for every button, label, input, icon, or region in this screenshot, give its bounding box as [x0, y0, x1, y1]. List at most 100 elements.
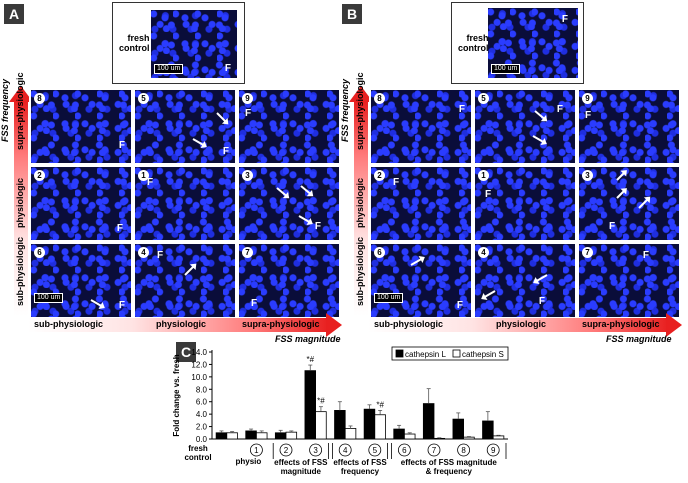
condition-number-badge: 9: [582, 93, 593, 104]
bar-cathepsin-L: [452, 418, 465, 440]
bar-cathepsin-L: [334, 410, 346, 440]
f-label: F: [147, 177, 154, 188]
x-axis-gradient-a: [28, 318, 328, 332]
bar-cathepsin-S: [492, 435, 505, 440]
bar-cathepsin-L: [422, 403, 435, 440]
category-circle: [457, 443, 471, 457]
bar-cathepsin-S: [433, 437, 446, 440]
micrograph-grid-b: 8 F 5 F 9 F 2 F 1 F 3 F 6 F 100 um 4 F 7 F: [369, 88, 679, 318]
condition-number-badge: 2: [374, 170, 385, 181]
f-label: F: [116, 223, 123, 234]
legend-swatch: [452, 349, 461, 358]
f-label: F: [642, 250, 649, 261]
scale-bar: 100 um: [154, 64, 184, 74]
fresh-control-image: F 100 um: [151, 10, 237, 78]
category-circle: [250, 443, 263, 457]
legend-box: [391, 346, 509, 361]
bar-cathepsin-S: [226, 432, 238, 440]
group-label: physio: [236, 457, 262, 466]
x-tick-sub: sub-physiologic: [374, 319, 444, 329]
f-label: F: [458, 104, 465, 115]
condition-number-badge: 7: [242, 247, 253, 258]
bar-chart: 0.0 2.0 4.0 6.0 8.0 10.0 12.0 14.0 Fold change v…: [172, 346, 509, 476]
fresh-control-box-a: fresh control F 100 um: [112, 2, 245, 84]
category-circle: [397, 443, 411, 457]
bar-cathepsin-S: [285, 431, 298, 440]
legend-swatch: [395, 349, 404, 358]
bar-cathepsin-S: [463, 436, 475, 440]
y-tick-supra: supra-physiologic: [15, 72, 25, 150]
y-tick-physio: physiologic: [355, 177, 365, 228]
f-label: F: [556, 104, 563, 115]
arrow-icon: [298, 215, 312, 224]
arrow-icon: [532, 135, 546, 144]
x-axis-title: FSS magnitude: [606, 334, 672, 344]
group-label: control: [184, 453, 211, 462]
y-tick-label: 4.0: [196, 410, 208, 419]
category-circle: [309, 443, 323, 457]
x-tick-sub: sub-physiologic: [34, 319, 104, 329]
category-label: 7: [432, 446, 437, 455]
f-label: F: [609, 221, 616, 232]
y-axis-gradient-b: [354, 102, 368, 316]
panel-letter-a: A: [4, 4, 24, 24]
arrow-icon: [90, 299, 104, 308]
bar-cathepsin-L: [245, 430, 257, 440]
y-axis-label: Fold change vs. fresh: [172, 354, 181, 436]
bar-cathepsin-S: [315, 411, 327, 440]
condition-number-badge: 5: [478, 93, 489, 104]
category-label: 5: [373, 446, 378, 455]
f-label: F: [393, 177, 400, 188]
y-axis-gradient-a: [14, 102, 28, 316]
arrow-icon: [534, 110, 547, 121]
category-label: 9: [491, 446, 496, 455]
x-axis-arrowhead-b: [666, 313, 682, 337]
bar-cathepsin-L: [393, 428, 405, 440]
f-label: F: [538, 296, 545, 307]
legend-label: cathepsin L: [405, 350, 446, 359]
f-label: F: [561, 14, 568, 25]
f-label: F: [456, 300, 463, 311]
y-tick-supra: supra-physiologic: [355, 72, 365, 150]
y-tick-label: 14.0: [191, 348, 207, 357]
fresh-control-image: F 100 um: [488, 8, 578, 78]
f-label: F: [118, 300, 125, 311]
panel-letter-c: C: [176, 342, 196, 362]
condition-number-badge: 8: [374, 93, 385, 104]
f-label: F: [485, 189, 492, 200]
arrow-icon: [616, 170, 627, 181]
y-tick-label: 12.0: [191, 360, 207, 369]
bar-cathepsin-S: [344, 428, 357, 440]
bar-cathepsin-S: [403, 433, 416, 440]
group-label: fresh: [188, 444, 208, 453]
category-circle: [427, 443, 441, 457]
f-label: F: [224, 63, 231, 74]
bar-cathepsin-L: [274, 432, 287, 440]
x-axis-arrowhead-a: [326, 313, 342, 337]
arrow-icon: [410, 257, 424, 266]
category-circle: [486, 443, 500, 457]
category-label: 1: [254, 446, 259, 455]
bar-cathepsin-L: [215, 432, 228, 440]
micrograph-grid-a: 8 F 5 F 9 F 2 F 1 F 3 F 6 F 100 um 4 F 7 F: [29, 88, 339, 318]
f-label: F: [222, 146, 229, 157]
scale-bar: 100 um: [491, 64, 521, 74]
arrow-icon: [276, 187, 289, 198]
y-axis-arrowhead-b: [349, 86, 373, 102]
y-tick-label: 2.0: [196, 423, 208, 432]
condition-number-badge: 7: [582, 247, 593, 258]
x-tick-supra: supra-physiologic: [242, 319, 320, 329]
bar-cathepsin-L: [363, 408, 376, 440]
category-circle: [338, 443, 352, 457]
significance-marker: *#: [306, 355, 314, 364]
condition-number-badge: 4: [138, 247, 149, 258]
f-label: F: [157, 250, 164, 261]
y-tick-sub: sub-physiologic: [355, 236, 365, 306]
category-label: 2: [284, 446, 289, 455]
